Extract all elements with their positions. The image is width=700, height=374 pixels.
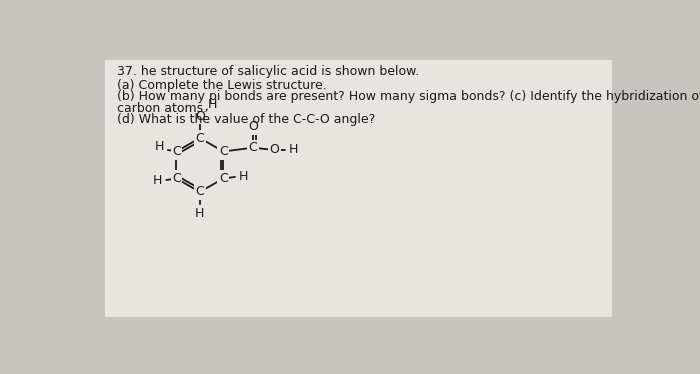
Text: carbon atoms.: carbon atoms. xyxy=(117,102,207,115)
Text: H: H xyxy=(288,144,298,156)
Text: C: C xyxy=(248,141,257,154)
Text: (a) Complete the Lewis structure.: (a) Complete the Lewis structure. xyxy=(117,79,327,92)
Text: C: C xyxy=(172,172,181,185)
Text: C: C xyxy=(195,132,204,144)
Text: H: H xyxy=(155,140,164,153)
Text: (d) What is the value of the C-C-O angle?: (d) What is the value of the C-C-O angle… xyxy=(117,113,375,126)
Text: C: C xyxy=(219,145,228,158)
Text: C: C xyxy=(219,172,228,185)
Text: O: O xyxy=(248,120,258,134)
Text: H: H xyxy=(153,174,162,187)
Text: C: C xyxy=(195,186,204,199)
Text: H: H xyxy=(195,207,204,220)
Text: O: O xyxy=(270,144,279,156)
Text: C: C xyxy=(172,145,181,158)
Text: 37. he structure of salicylic acid is shown below.: 37. he structure of salicylic acid is sh… xyxy=(117,65,419,78)
Text: O: O xyxy=(195,110,205,123)
FancyBboxPatch shape xyxy=(104,60,612,318)
Text: H: H xyxy=(239,171,248,183)
Text: H: H xyxy=(208,98,217,111)
Text: (b) How many pi bonds are present? How many sigma bonds? (c) Identify the hybrid: (b) How many pi bonds are present? How m… xyxy=(117,90,700,103)
